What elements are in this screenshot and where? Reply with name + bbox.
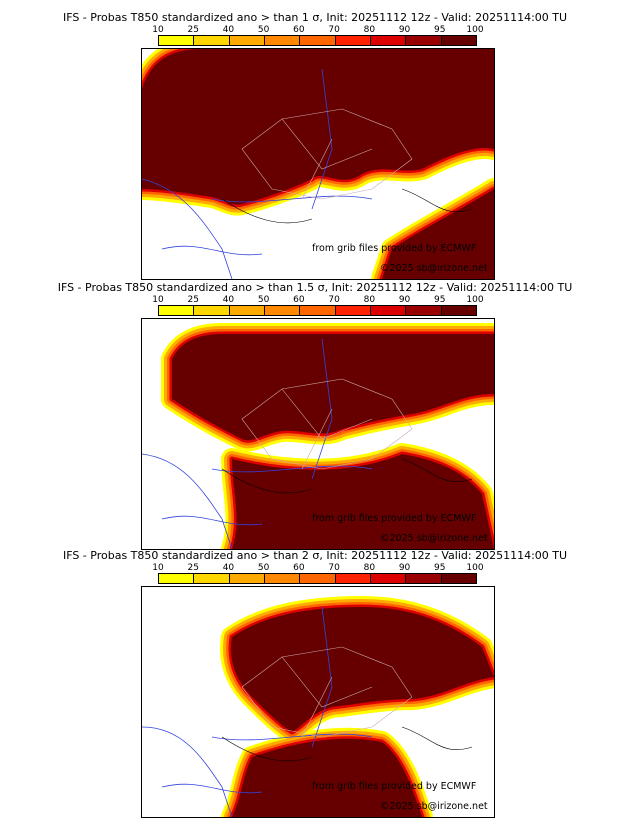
- colorbar-cell: [264, 306, 301, 315]
- colorbar: [158, 35, 477, 46]
- colorbar-tick: 25: [187, 563, 199, 573]
- colorbar-cell: [229, 36, 265, 45]
- colorbar-tick: 25: [187, 295, 199, 305]
- colorbar-tick: 10: [152, 295, 164, 305]
- colorbar-cell: [335, 306, 371, 315]
- probability-field: [142, 323, 494, 549]
- colorbar-cell: [194, 36, 230, 45]
- colorbar-cell: [159, 574, 195, 583]
- colorbar-cell: [300, 574, 336, 583]
- map-area: from grib files provided by ECMWF ©2025 …: [141, 48, 495, 280]
- colorbar-tick: 90: [398, 563, 411, 573]
- colorbar-tick: 50: [257, 25, 270, 35]
- colorbar-cell: [441, 36, 476, 45]
- colorbar-tick: 50: [257, 295, 270, 305]
- copyright-credit: ©2025 sb@irizone.net: [380, 263, 488, 274]
- colorbar-tick: 10: [152, 25, 164, 35]
- colorbar-cell: [300, 36, 336, 45]
- colorbar-tick: 10: [152, 563, 164, 573]
- colorbar-tick: 40: [222, 563, 235, 573]
- colorbar-tick: 80: [363, 563, 376, 573]
- colorbar-cell: [229, 574, 265, 583]
- colorbar-tick: 70: [328, 295, 340, 305]
- colorbar-cell: [406, 36, 442, 45]
- colorbar-tick: 25: [187, 25, 199, 35]
- colorbar-tick: 50: [257, 563, 270, 573]
- colorbar-cell: [335, 574, 371, 583]
- colorbar: [158, 573, 477, 584]
- colorbar-tick: 100: [466, 563, 484, 573]
- copyright-credit: ©2025 sb@irizone.net: [380, 801, 488, 812]
- colorbar-cell: [406, 574, 442, 583]
- colorbar-tick: 40: [222, 25, 235, 35]
- colorbar-cell: [441, 574, 476, 583]
- colorbar-cell: [370, 36, 407, 45]
- colorbar-cell: [194, 574, 230, 583]
- colorbar-ticks: 10 25 40 50 60 70 80 90 95 100: [152, 563, 483, 573]
- colorbar-cell: [159, 36, 195, 45]
- colorbar-cell: [229, 306, 265, 315]
- copyright-credit: ©2025 sb@irizone.net: [380, 533, 488, 544]
- colorbar-tick: 70: [328, 25, 340, 35]
- colorbar-cell: [300, 306, 336, 315]
- colorbar-tick: 60: [293, 563, 305, 573]
- colorbar-tick: 60: [293, 25, 305, 35]
- colorbar: [158, 305, 477, 316]
- colorbar-cell: [159, 306, 195, 315]
- source-credit: from grib files provided by ECMWF: [312, 513, 477, 524]
- map-area: from grib files provided by ECMWF ©2025 …: [141, 318, 495, 550]
- colorbar-tick: 100: [466, 25, 484, 35]
- colorbar-cell: [370, 306, 407, 315]
- colorbar-cell: [370, 574, 407, 583]
- colorbar-tick: 90: [398, 295, 411, 305]
- probability-field: [142, 596, 494, 817]
- source-credit: from grib files provided by ECMWF: [312, 781, 477, 792]
- map-area: from grib files provided by ECMWF ©2025 …: [141, 586, 495, 818]
- colorbar-ticks: 10 25 40 50 60 70 80 90 95 100: [152, 25, 483, 35]
- colorbar-tick: 40: [222, 295, 235, 305]
- colorbar-tick: 90: [398, 25, 411, 35]
- colorbar-cell: [264, 574, 301, 583]
- colorbar-cell: [194, 306, 230, 315]
- panel-title: IFS - Probas T850 standardized ano > tha…: [62, 11, 568, 24]
- panel-title: IFS - Probas T850 standardized ano > tha…: [62, 549, 568, 562]
- colorbar-cell: [406, 306, 442, 315]
- colorbar-tick: 100: [466, 295, 484, 305]
- panel-title: IFS - Probas T850 standardized ano > tha…: [57, 281, 573, 294]
- colorbar-tick: 70: [328, 563, 340, 573]
- colorbar-ticks: 10 25 40 50 60 70 80 90 95 100: [152, 295, 483, 305]
- colorbar-tick: 80: [363, 295, 376, 305]
- colorbar-cell: [441, 306, 476, 315]
- colorbar-tick: 80: [363, 25, 376, 35]
- colorbar-cell: [335, 36, 371, 45]
- colorbar-tick: 95: [434, 563, 446, 573]
- probability-field: [142, 49, 494, 279]
- colorbar-tick: 95: [434, 25, 446, 35]
- source-credit: from grib files provided by ECMWF: [312, 243, 477, 254]
- colorbar-tick: 95: [434, 295, 446, 305]
- colorbar-cell: [264, 36, 301, 45]
- colorbar-tick: 60: [293, 295, 305, 305]
